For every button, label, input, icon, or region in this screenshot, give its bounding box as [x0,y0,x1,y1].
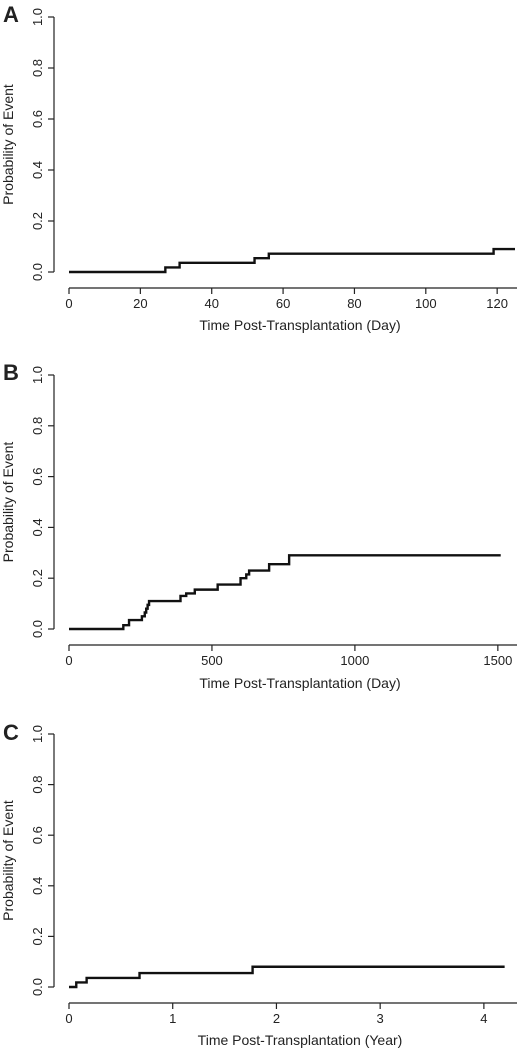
y-tick-label: 0.8 [30,417,45,435]
y-axis-title: Probability of Event [0,800,16,921]
x-tick-label: 0 [65,653,72,668]
x-tick-label: 4 [480,1011,487,1026]
y-tick-label: 0.0 [30,263,45,281]
panel-label: B [3,360,19,385]
x-tick-label: 80 [347,296,361,311]
x-axis-title: Time Post-Transplantation (Year) [198,1032,403,1048]
panel-label: C [3,720,19,745]
y-tick-label: 0.8 [30,776,45,794]
x-tick-label: 0 [65,296,72,311]
x-axis-title: Time Post-Transplantation (Day) [199,317,400,333]
y-tick-label: 0.2 [30,569,45,587]
y-axis-title: Probability of Event [0,84,16,205]
y-tick-label: 0.0 [30,620,45,638]
x-tick-label: 40 [204,296,218,311]
x-tick-label: 1500 [483,653,512,668]
y-tick-label: 0.2 [30,212,45,230]
x-tick-label: 3 [377,1011,384,1026]
x-tick-label: 100 [415,296,437,311]
y-tick-label: 0.0 [30,978,45,996]
y-tick-label: 1.0 [30,725,45,743]
y-tick-label: 0.6 [30,110,45,128]
y-tick-label: 0.6 [30,468,45,486]
y-tick-label: 0.8 [30,59,45,77]
y-tick-label: 0.4 [30,518,45,536]
x-tick-label: 20 [133,296,147,311]
y-tick-label: 0.4 [30,877,45,895]
panel-label: A [3,2,19,27]
x-tick-label: 0 [65,1011,72,1026]
x-tick-label: 1000 [340,653,369,668]
y-tick-label: 1.0 [30,366,45,384]
x-axis-title: Time Post-Transplantation (Day) [199,675,400,691]
chart-panel-c: C 0.0 0.2 0.4 0.6 0.8 1.0 0 1 2 3 4 Time Post-Transp… [0,720,517,1048]
x-tick-label: 60 [276,296,290,311]
y-axis-title: Probability of Event [0,442,16,563]
y-tick-label: 0.4 [30,161,45,179]
y-tick-label: 0.6 [30,826,45,844]
x-tick-label: 2 [273,1011,280,1026]
x-tick-label: 120 [486,296,508,311]
step-curve-series-0 [69,247,515,274]
step-curve-series-0 [69,965,505,989]
chart-panel-b: B 0.0 0.2 0.4 0.6 0.8 1.0 0 500 1000 1500 Time Post… [0,360,517,691]
y-tick-label: 1.0 [30,8,45,26]
y-tick-label: 0.2 [30,927,45,945]
x-tick-label: 1 [169,1011,176,1026]
x-tick-label: 500 [201,653,223,668]
chart-panel-a: A 0.0 0.2 0.4 0.6 0.8 1.0 0 20 40 60 80 100 120 Time P… [0,2,517,333]
step-curve-series-0 [69,554,501,631]
